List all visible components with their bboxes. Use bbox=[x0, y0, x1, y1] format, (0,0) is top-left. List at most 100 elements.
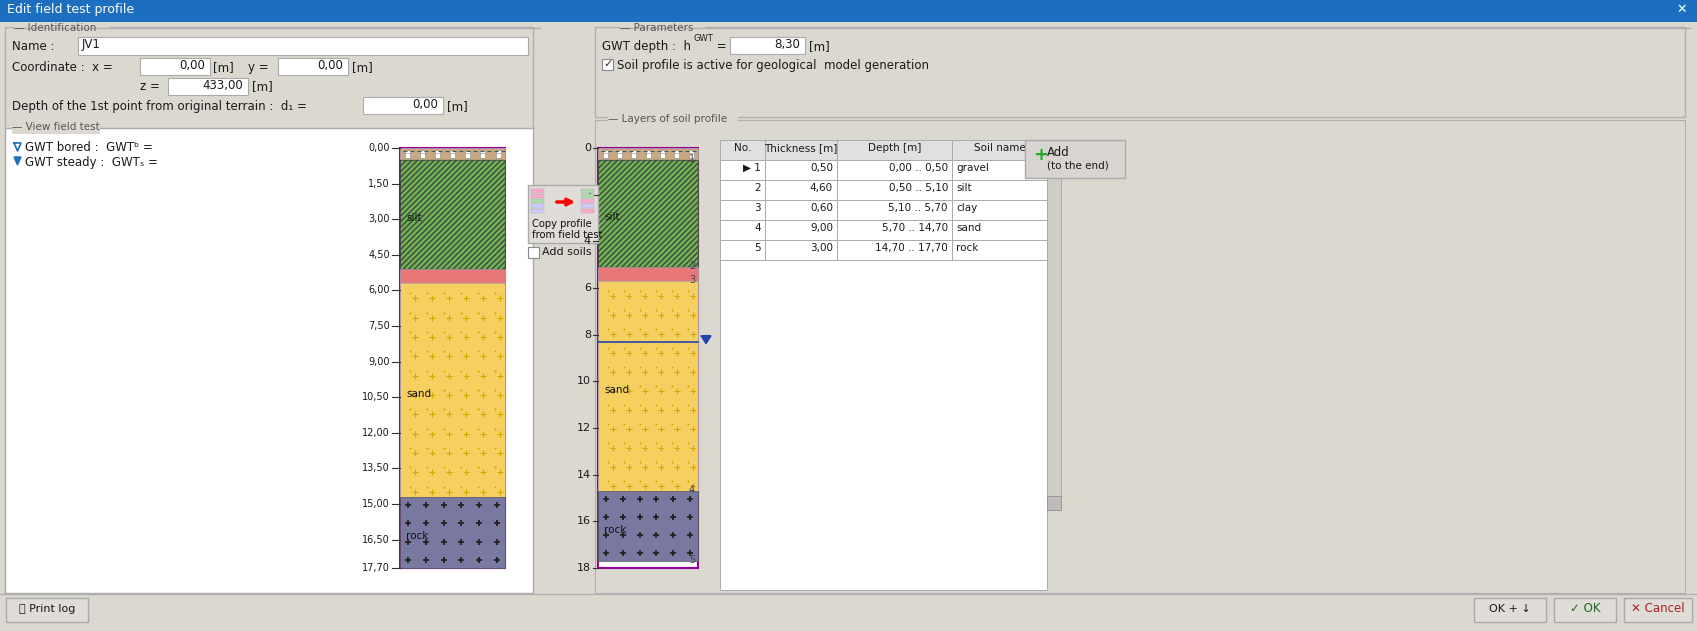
Bar bbox=[616, 150, 621, 155]
Text: [m]: [m] bbox=[446, 100, 468, 113]
Text: 🖨 Print log: 🖨 Print log bbox=[19, 604, 75, 614]
Bar bbox=[837, 140, 952, 160]
Text: rock: rock bbox=[604, 525, 626, 535]
Text: 0,00 .. 0,50: 0,00 .. 0,50 bbox=[889, 163, 949, 173]
Text: 4: 4 bbox=[755, 223, 760, 233]
Text: 14,70 .. 17,70: 14,70 .. 17,70 bbox=[876, 243, 949, 253]
Bar bbox=[596, 120, 1685, 593]
Text: 12: 12 bbox=[577, 423, 591, 433]
Bar bbox=[952, 160, 1047, 180]
Bar bbox=[765, 200, 837, 220]
Bar bbox=[450, 153, 455, 158]
Text: 3: 3 bbox=[755, 203, 760, 213]
Text: 7,50: 7,50 bbox=[368, 321, 390, 331]
Text: [m]: [m] bbox=[251, 80, 273, 93]
Bar bbox=[400, 160, 506, 269]
Text: Depth of the 1st point from original terrain :  d₁ =: Depth of the 1st point from original ter… bbox=[12, 100, 307, 113]
Text: 2: 2 bbox=[689, 261, 696, 271]
Bar bbox=[608, 116, 738, 126]
Text: 433,00: 433,00 bbox=[202, 79, 243, 92]
Text: Copy profile: Copy profile bbox=[531, 219, 592, 229]
Text: 15,00: 15,00 bbox=[361, 499, 390, 509]
Bar bbox=[480, 150, 485, 155]
Bar bbox=[597, 148, 697, 568]
Text: Depth [m]: Depth [m] bbox=[867, 143, 921, 153]
Bar bbox=[645, 153, 650, 158]
Bar bbox=[720, 140, 765, 160]
Text: 6: 6 bbox=[584, 283, 591, 293]
Text: JV1: JV1 bbox=[81, 38, 100, 51]
Text: 6,00: 6,00 bbox=[368, 285, 390, 295]
Text: 13,50: 13,50 bbox=[361, 463, 390, 473]
Bar bbox=[597, 148, 697, 160]
Text: Add soils: Add soils bbox=[541, 247, 592, 257]
Text: GWT bored :  GWTᵇ =: GWT bored : GWTᵇ = bbox=[25, 141, 153, 154]
Bar bbox=[837, 240, 952, 260]
Bar bbox=[720, 220, 765, 240]
Bar bbox=[363, 97, 443, 114]
Bar bbox=[531, 194, 545, 198]
Bar bbox=[631, 153, 636, 158]
Text: 3: 3 bbox=[689, 275, 696, 285]
Polygon shape bbox=[701, 336, 711, 344]
Bar bbox=[531, 189, 545, 193]
Text: 0,00: 0,00 bbox=[180, 59, 205, 72]
Text: 5: 5 bbox=[689, 555, 696, 565]
Text: Add: Add bbox=[1047, 146, 1069, 159]
Bar bbox=[952, 200, 1047, 220]
Text: — View field test: — View field test bbox=[12, 122, 100, 132]
Bar bbox=[730, 37, 804, 54]
Bar bbox=[674, 153, 679, 158]
Text: 0,00: 0,00 bbox=[412, 98, 438, 111]
Bar bbox=[689, 150, 694, 155]
Text: 8: 8 bbox=[584, 329, 591, 339]
Bar bbox=[660, 153, 665, 158]
Bar bbox=[952, 140, 1047, 160]
Bar bbox=[139, 58, 210, 75]
Bar bbox=[952, 180, 1047, 200]
Text: 18: 18 bbox=[577, 563, 591, 573]
Bar bbox=[434, 150, 440, 155]
Bar bbox=[5, 128, 533, 593]
Text: z =: z = bbox=[139, 80, 160, 93]
Text: 17,70: 17,70 bbox=[361, 563, 390, 573]
Bar bbox=[400, 269, 506, 283]
Text: 1: 1 bbox=[689, 154, 696, 163]
Text: Thickness [m]: Thickness [m] bbox=[764, 143, 838, 153]
Bar bbox=[952, 220, 1047, 240]
Bar bbox=[580, 204, 594, 208]
Bar bbox=[580, 199, 594, 203]
Text: 14: 14 bbox=[577, 469, 591, 480]
Bar bbox=[5, 27, 533, 129]
Bar bbox=[631, 150, 636, 155]
Bar bbox=[597, 160, 697, 267]
Bar bbox=[580, 194, 594, 198]
Text: ✕: ✕ bbox=[1677, 3, 1687, 16]
Text: GWT: GWT bbox=[692, 34, 713, 43]
Bar bbox=[78, 37, 528, 55]
Bar bbox=[765, 160, 837, 180]
Text: 3,00: 3,00 bbox=[809, 243, 833, 253]
Bar bbox=[168, 78, 248, 95]
Bar bbox=[404, 150, 409, 155]
Text: 0,00: 0,00 bbox=[368, 143, 390, 153]
Text: 5,70 .. 14,70: 5,70 .. 14,70 bbox=[882, 223, 949, 233]
Bar bbox=[837, 220, 952, 240]
Bar bbox=[765, 140, 837, 160]
Text: — Layers of soil profile: — Layers of soil profile bbox=[608, 114, 726, 124]
Text: from field test: from field test bbox=[531, 230, 602, 240]
Text: [m]: [m] bbox=[214, 61, 234, 74]
Bar bbox=[1475, 598, 1546, 622]
Text: — Identification: — Identification bbox=[14, 23, 97, 33]
Text: silt: silt bbox=[406, 213, 421, 223]
Bar bbox=[480, 153, 485, 158]
Text: [m]: [m] bbox=[351, 61, 373, 74]
Bar bbox=[531, 209, 545, 213]
Text: ✓ OK: ✓ OK bbox=[1570, 603, 1600, 615]
Text: 8,30: 8,30 bbox=[774, 38, 799, 51]
Bar bbox=[419, 153, 424, 158]
Bar bbox=[465, 150, 470, 155]
Bar bbox=[837, 180, 952, 200]
Bar bbox=[597, 267, 697, 281]
Bar bbox=[1047, 496, 1061, 510]
